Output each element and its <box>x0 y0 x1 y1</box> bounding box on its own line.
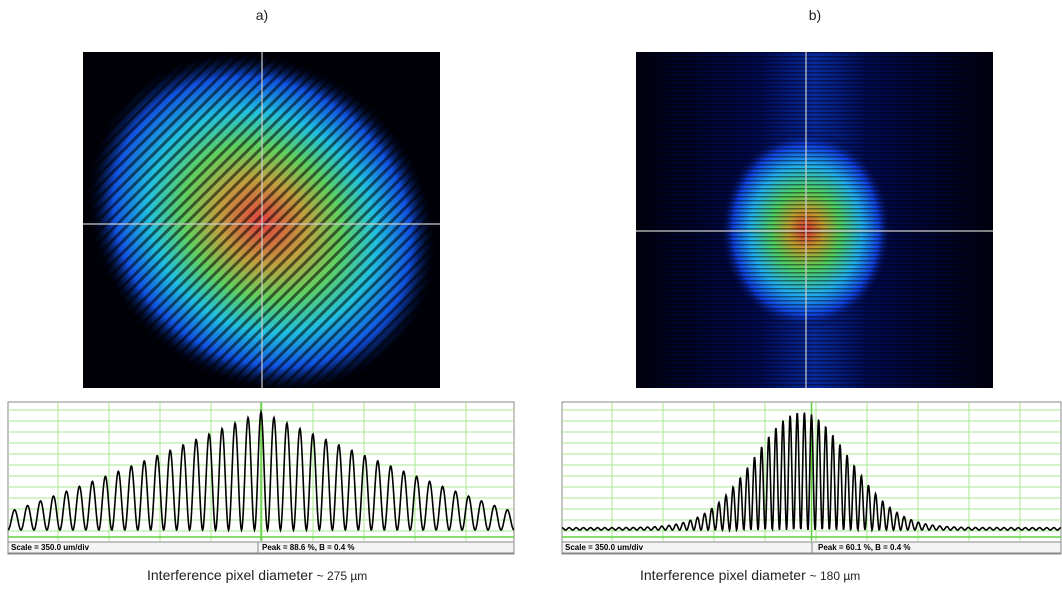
profile-plot <box>561 401 1062 555</box>
profile-curve <box>561 412 1062 534</box>
caption-size: ~ 180 µm <box>810 569 861 583</box>
beam-image <box>83 52 440 388</box>
panel-label: b) <box>809 7 821 23</box>
peak-text: Peak = 88.6 %, B = 0.4 % <box>262 543 355 552</box>
profile-plot <box>7 401 515 555</box>
peak-text: Peak = 60.1 %, B = 0.4 % <box>818 543 911 552</box>
status-bar <box>7 541 515 554</box>
panel-label: a) <box>256 7 268 23</box>
caption-text: Interference pixel diameter <box>147 567 313 583</box>
caption-size: ~ 275 µm <box>317 569 368 583</box>
caption: Interference pixel diameter ~ 275 µm <box>147 567 367 583</box>
scale-text: Scale = 350.0 um/div <box>11 543 90 552</box>
caption-text: Interference pixel diameter <box>640 567 806 583</box>
profile-curve <box>7 408 515 533</box>
caption: Interference pixel diameter ~ 180 µm <box>640 567 860 583</box>
scale-text: Scale = 350.0 um/div <box>565 543 644 552</box>
beam-image <box>636 52 993 388</box>
